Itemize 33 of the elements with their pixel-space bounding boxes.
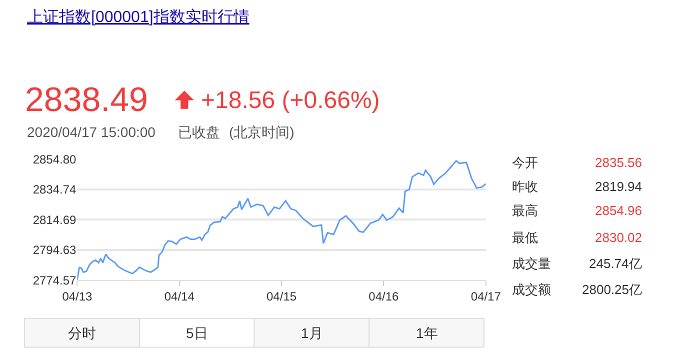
text: 已收盘: [178, 124, 220, 140]
text: +18.56 (+0.66%): [201, 87, 380, 114]
line-series: [77, 160, 486, 280]
text: 最高: [512, 203, 538, 218]
x-tick-label: 04/15: [266, 290, 297, 304]
text: 昨收: [512, 179, 538, 194]
y-tick-label: 2794.63: [32, 243, 77, 258]
text: 成交量: [512, 256, 551, 271]
text: 2830.02: [595, 230, 642, 245]
y-tick-label: 2774.57: [32, 273, 77, 288]
x-tick-label: 04/13: [62, 290, 93, 304]
text: 2819.94: [595, 179, 642, 194]
text: 2854.96: [595, 203, 642, 218]
y-tick-label: 2834.74: [32, 182, 77, 197]
text: (北京时间): [229, 124, 294, 140]
y-tick-label: 2854.80: [32, 152, 77, 166]
text: 成交额: [512, 282, 551, 297]
text: 2838.49: [25, 81, 148, 119]
x-tick-label: 04/16: [368, 290, 400, 304]
text: 245.74亿: [589, 256, 642, 271]
text: 最低: [512, 230, 538, 245]
text: 2800.25亿: [582, 282, 642, 297]
text: 2835.56: [595, 155, 642, 170]
text: 1年: [416, 325, 438, 341]
x-tick-label: 04/17: [470, 290, 502, 304]
y-tick-label: 2814.69: [32, 212, 77, 227]
text: 2020/04/17 15:00:00: [27, 124, 156, 140]
text: 1月: [301, 325, 323, 341]
x-tick-label: 04/14: [164, 290, 195, 304]
text: 5日: [186, 325, 208, 341]
text: 分时: [68, 325, 96, 341]
text: 今开: [512, 155, 538, 170]
chart-title: 上证指数[000001]指数实时行情: [27, 8, 250, 26]
